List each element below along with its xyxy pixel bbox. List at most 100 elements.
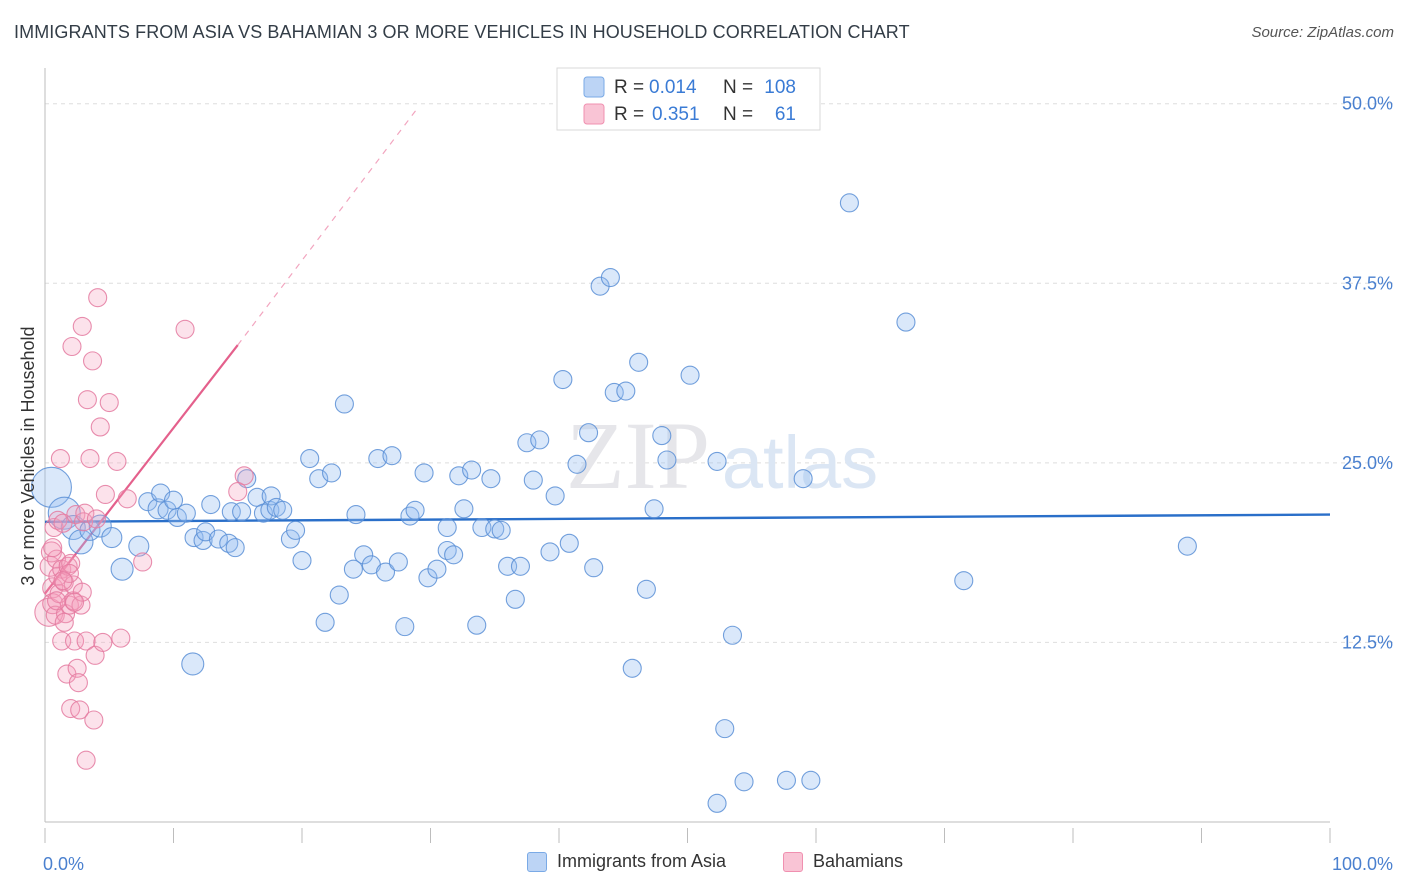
bahamians-point [76, 750, 96, 770]
asia-point [382, 446, 402, 466]
bahamians-point [58, 556, 78, 576]
asia-point [707, 793, 727, 813]
asia-point [437, 517, 457, 538]
bahamians-point [54, 612, 74, 632]
legend-label-asia: Immigrants from Asia [557, 851, 727, 871]
asia-point [722, 625, 743, 645]
y-tick-label-1: 25.0% [1342, 453, 1393, 473]
asia-point [329, 585, 349, 605]
bahamians-point [62, 336, 82, 357]
bahamians-point [50, 449, 70, 469]
asia-point [839, 193, 859, 213]
asia-point [181, 652, 205, 676]
bahamians-point [67, 658, 87, 678]
asia-point [400, 506, 420, 526]
legend-top-r-value-bahamians: 0.351 [652, 104, 700, 125]
tick-labels: 12.5% 25.0% 37.5% 50.0% 0.0% 100.0% [43, 94, 1393, 874]
asia-point [232, 502, 252, 522]
asia-point [167, 507, 187, 528]
bahamians-point [88, 288, 108, 308]
legend-top-r-label-bahamians: R = [614, 104, 644, 125]
asia-point [707, 451, 727, 471]
asia-point [793, 469, 813, 489]
x-tick-label-1: 100.0% [1332, 854, 1393, 874]
watermark-atlas: atlas [722, 421, 878, 504]
bahamians-point [72, 582, 92, 602]
asia-point [616, 381, 636, 401]
asia-point [176, 503, 196, 523]
bahamians-point [70, 700, 90, 720]
asia-point [462, 460, 482, 480]
bahamians-point [47, 549, 67, 569]
y-tick-label-2: 37.5% [1342, 273, 1393, 293]
asia-point [553, 369, 573, 390]
asia-point [444, 545, 464, 565]
asia-point [776, 770, 796, 790]
asia-point [405, 500, 425, 520]
bahamians-point [47, 591, 67, 611]
asia-point [157, 500, 177, 520]
asia-point [208, 529, 229, 549]
asia-point [491, 520, 511, 540]
chart-title: IMMIGRANTS FROM ASIA VS BAHAMIAN 3 OR MO… [14, 22, 910, 42]
asia-point [1177, 536, 1197, 556]
asia-point [334, 394, 354, 414]
asia-point [559, 533, 579, 553]
legend-item-bahamians[interactable]: Bahamians [783, 851, 903, 872]
bahamians-point [86, 509, 106, 529]
y-tick-label-3: 50.0% [1342, 94, 1393, 114]
asia-point [467, 615, 487, 635]
source-label: Source: ZipAtlas.com [1251, 24, 1394, 41]
bahamians-point [82, 351, 103, 371]
legend-bottom: Immigrants from Asia Bahamians [0, 851, 1406, 879]
asia-point [273, 500, 293, 520]
legend-top-r-value-asia: 0.014 [649, 77, 697, 98]
asia-point [523, 470, 543, 490]
axes [44, 68, 1331, 843]
bahamians-point [111, 628, 131, 648]
asia-point [368, 449, 388, 469]
legend-top-n-label-bahamians: N = [723, 104, 753, 125]
legend-top-n-value-asia: 108 [764, 77, 796, 98]
bahamians-point [65, 631, 85, 651]
bahamians-point [72, 316, 92, 336]
bahamians-point [48, 510, 68, 530]
bahamians-trend-extension [237, 107, 419, 346]
asia-point [600, 268, 620, 288]
legend-top-swatch-asia [583, 76, 605, 98]
bahamians-point [59, 563, 79, 584]
legend-item-asia[interactable]: Immigrants from Asia [527, 851, 726, 872]
asia-point [225, 538, 245, 558]
asia-point [395, 617, 415, 637]
legend-top-n-value-bahamians: 61 [775, 104, 796, 125]
bahamians-point [175, 319, 195, 339]
asia-point [579, 423, 599, 443]
asia-point [201, 494, 221, 515]
asia-point [449, 466, 469, 486]
trend-lines [44, 107, 1331, 595]
watermark: ZIP atlas [566, 402, 878, 509]
bahamians-point [43, 538, 63, 558]
asia-point [261, 486, 281, 506]
bahamians-point [61, 553, 81, 573]
data-points [30, 193, 1197, 813]
asia-point [636, 579, 656, 599]
asia-point [375, 562, 396, 582]
asia-point [237, 469, 257, 489]
bahamians-point [90, 417, 110, 437]
asia-point [530, 430, 550, 450]
bahamians-point [228, 482, 248, 502]
asia-point [584, 558, 604, 578]
asia-point [286, 520, 306, 540]
x-tick-label-0: 0.0% [43, 854, 84, 874]
legend-top-r-label-asia: R = [614, 77, 644, 98]
asia-point [734, 772, 754, 792]
asia-point [644, 499, 664, 519]
asia-point [896, 312, 916, 332]
legend-top: R = 0.014 N = 108 R = 0.351 N = 61 [556, 67, 821, 131]
watermark-zip: ZIP [566, 402, 710, 509]
asia-point [567, 454, 587, 474]
asia-point [414, 463, 434, 483]
legend-swatch-bahamians [783, 851, 803, 872]
